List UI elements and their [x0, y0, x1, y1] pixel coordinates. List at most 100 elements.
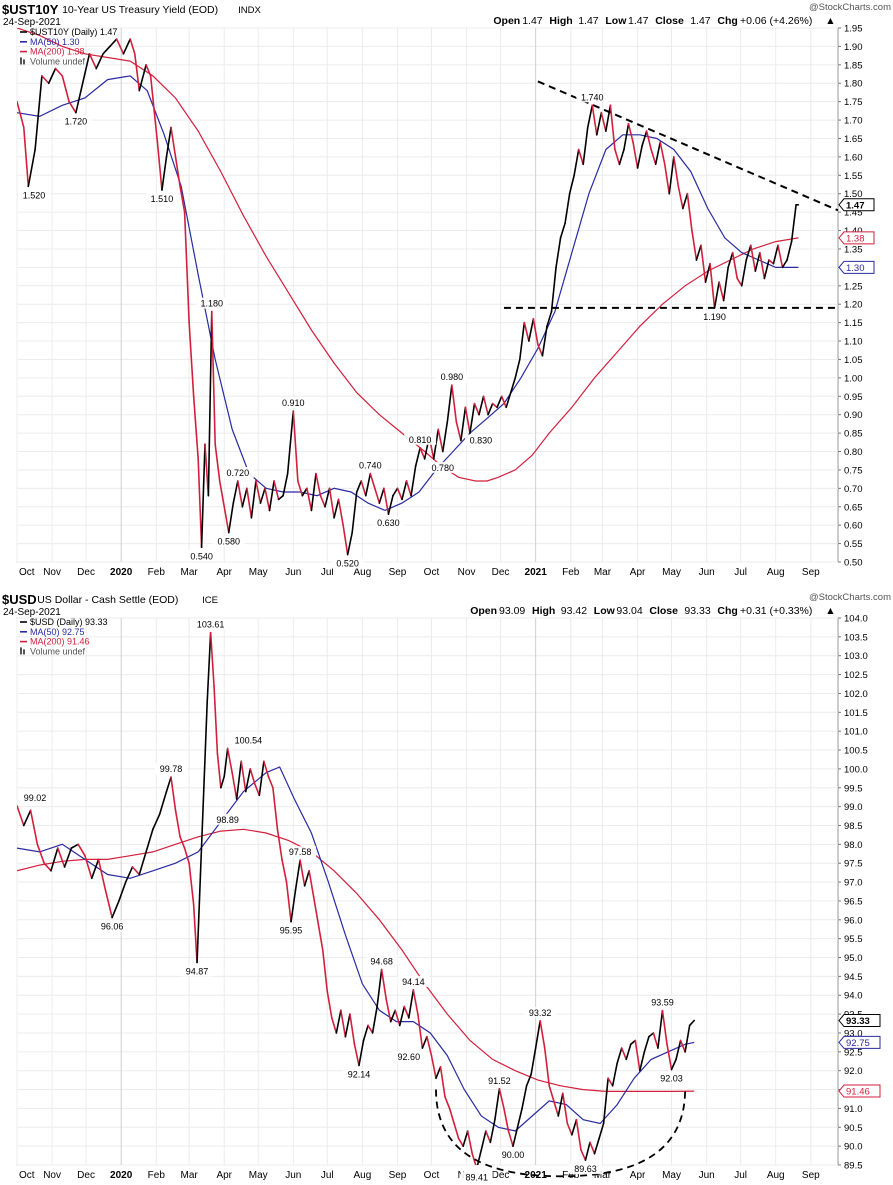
price-segment: [346, 531, 353, 556]
y-tick-label: 89.5: [844, 1161, 863, 1172]
price-segment: [41, 75, 50, 85]
price-label-text: 1.720: [65, 117, 88, 127]
y-tick-label: 1.55: [844, 171, 863, 182]
x-tick-label: Oct: [19, 1170, 35, 1181]
price-segment: [564, 192, 571, 224]
chart-date: 24-Sep-2021: [3, 607, 61, 618]
price-label: 0.910: [277, 397, 310, 409]
price-segment: [235, 760, 243, 800]
price-label: 93.59: [646, 996, 679, 1008]
price-segment: [54, 67, 64, 77]
price-segment: [636, 145, 643, 169]
price-segment: [731, 251, 739, 280]
price-label-text: 94.14: [402, 977, 425, 987]
ohlc-label: Chg: [717, 605, 737, 617]
price-segment: [104, 888, 113, 919]
price-label: 98.89: [211, 813, 244, 825]
price-segment: [115, 38, 125, 55]
ohlc-value: +0.06 (+4.26%): [740, 15, 812, 27]
price-segment: [255, 480, 262, 504]
y-tick-label: 100.0: [844, 764, 868, 775]
x-tick-label: Aug: [353, 1170, 371, 1181]
price-segment: [781, 259, 788, 269]
y-tick-label: 95.5: [844, 934, 863, 945]
price-label-bg: [435, 371, 468, 383]
price-label-bg: [483, 1074, 516, 1086]
series-group: [17, 28, 800, 556]
price-segment: [559, 222, 566, 239]
chart-panel-2: $USD US Dollar - Cash Settle (EOD) ICE 24-S…: [2, 592, 891, 1183]
price-segment: [616, 1047, 623, 1064]
chart-title: US Dollar - Cash Settle (EOD): [37, 594, 178, 606]
price-label-bg: [426, 461, 459, 473]
axis-tag-text: 1.47: [846, 200, 865, 211]
price-segment: [514, 358, 521, 379]
y-tick-label: 1.90: [844, 42, 863, 53]
price-segment: [722, 266, 729, 302]
y-tick-label: 97.5: [844, 859, 863, 870]
price-segment: [634, 1039, 641, 1072]
y-tick-label: 91.0: [844, 1104, 863, 1115]
price-segment: [43, 862, 52, 872]
price-label-bg: [646, 996, 679, 1008]
price-segment: [122, 38, 132, 55]
price-segment: [207, 310, 213, 497]
price-segment: [675, 1039, 682, 1061]
x-tick-label: Dec: [492, 567, 510, 578]
price-segment: [700, 244, 707, 283]
price-label: 0.630: [372, 517, 405, 529]
price-segment: [790, 203, 797, 243]
price-segment: [50, 847, 59, 872]
legend-entry: $USD (Daily) 93.33: [30, 617, 108, 627]
price-label-text: 99.78: [160, 764, 183, 774]
price-segment: [691, 229, 698, 261]
x-tick-label: Feb: [148, 1170, 166, 1181]
price-label-text: 0.980: [441, 372, 464, 382]
price-label-bg: [275, 924, 308, 936]
axis-tag-box: [838, 1084, 881, 1098]
price-segment: [530, 1047, 537, 1076]
price-label-bg: [404, 433, 437, 445]
chart-date: 24-Sep-2021: [3, 17, 61, 28]
price-segment: [575, 1118, 582, 1151]
price-label: 97.58: [284, 846, 317, 858]
price-segment: [371, 1005, 378, 1034]
price-label: 89.63: [569, 1163, 602, 1175]
price-label: 99.78: [155, 763, 188, 775]
x-tick-label: Jun: [699, 567, 715, 578]
chart-symbol: $UST10Y: [2, 2, 59, 17]
price-label-bg: [195, 297, 228, 309]
axis-tag-text: 1.38: [846, 233, 865, 244]
price-segment: [650, 148, 657, 166]
price-segment: [668, 156, 675, 195]
price-label-text: 92.03: [660, 1074, 683, 1084]
price-segment: [192, 395, 199, 460]
price-segment: [682, 192, 689, 210]
price-label-text: 1.520: [23, 190, 46, 200]
ohlc-value: 93.33: [684, 605, 710, 617]
price-segment: [156, 141, 163, 191]
chart-panel-1: $UST10Y 10-Year US Treasury Yield (EOD) IN…: [2, 2, 891, 578]
price-label-bg: [211, 813, 244, 825]
y-tick-label: 99.0: [844, 802, 863, 813]
price-segment: [401, 480, 408, 501]
price-segment: [165, 776, 172, 793]
price-segment: [22, 126, 30, 188]
price-segment: [216, 753, 222, 789]
price-segment: [378, 487, 385, 504]
y-tick-label: 95.0: [844, 953, 863, 964]
price-label: 94.14: [397, 975, 430, 987]
price-label: 0.980: [435, 371, 468, 383]
price-label-text: 0.810: [409, 435, 432, 445]
y-tick-label: 96.5: [844, 896, 863, 907]
price-label-bg: [185, 550, 218, 562]
price-segment: [145, 828, 154, 853]
price-segment: [466, 1130, 474, 1155]
x-tick-label: Feb: [148, 567, 166, 578]
series-group: [17, 631, 695, 1165]
price-segment: [598, 1122, 605, 1140]
price-segment: [77, 843, 86, 857]
watermark: @StockCharts.com: [809, 2, 891, 13]
price-segment: [455, 421, 462, 442]
price-label-bg: [365, 955, 398, 967]
